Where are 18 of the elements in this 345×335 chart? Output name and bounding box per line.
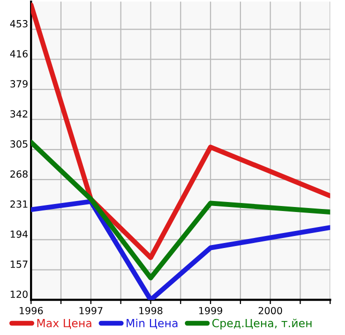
legend-label: Max Цена [37, 319, 92, 329]
y-tick-label: 157 [10, 260, 28, 268]
y-tick-label: 120 [10, 290, 28, 298]
x-tick-label: 1999 [199, 306, 222, 314]
x-tick-label: 1997 [80, 306, 102, 314]
y-tick-label: 416 [10, 50, 28, 58]
y-tick-label: 305 [10, 140, 28, 148]
y-tick-label: 342 [10, 110, 28, 118]
x-tick-label: 1996 [20, 306, 43, 314]
legend-label: Сред.Цена, т.йен [212, 318, 312, 330]
x-tick-label: 1998 [139, 306, 162, 314]
y-tick-label: 379 [10, 80, 28, 88]
y-tick-label: 231 [10, 200, 28, 208]
y-tick-label: 453 [10, 20, 28, 28]
y-tick-label: 194 [10, 230, 28, 238]
y-tick-label: 268 [10, 170, 28, 178]
x-tick-label: 2000 [258, 306, 282, 314]
legend-label: Min Цена [126, 318, 178, 329]
